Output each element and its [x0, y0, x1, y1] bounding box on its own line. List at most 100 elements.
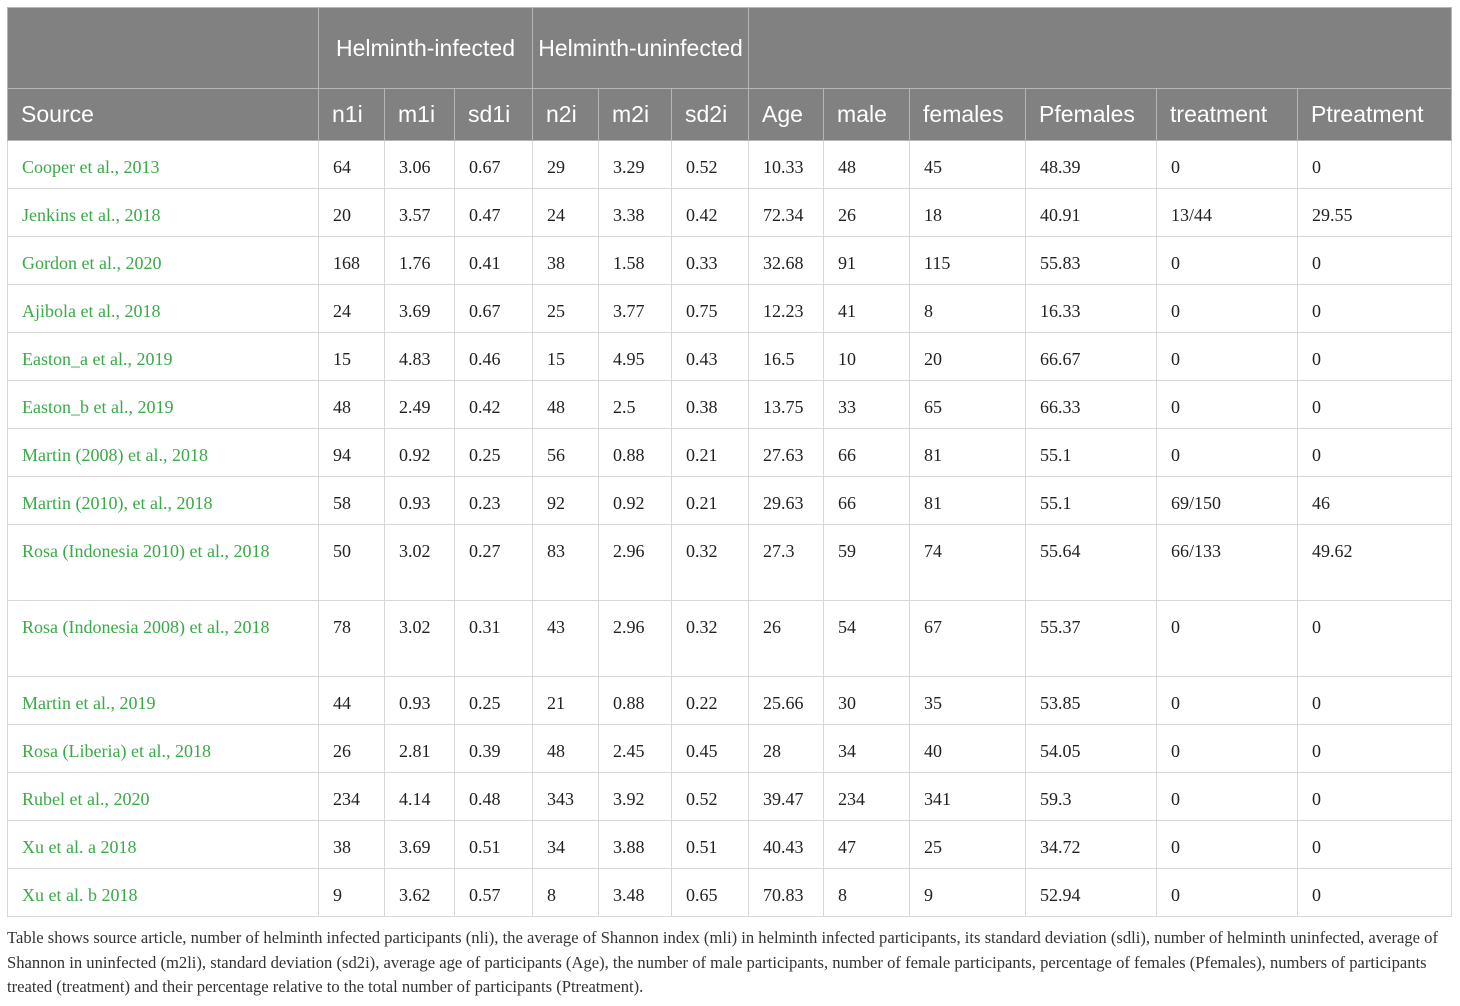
cell-age: 32.68 [748, 236, 825, 285]
cell-m2i: 2.96 [598, 524, 673, 601]
data-table: Helminth-infected Helminth-uninfected So… [7, 7, 1453, 917]
cell-pfemales: 55.1 [1025, 428, 1158, 477]
source-link[interactable]: Martin et al., 2019 [7, 676, 319, 725]
source-link[interactable]: Rosa (Indonesia 2010) et al., 2018 [7, 524, 319, 601]
source-link[interactable]: Easton_a et al., 2019 [7, 332, 319, 381]
cell-ptreatment: 0 [1297, 428, 1453, 477]
group-header-uninfected: Helminth-uninfected [532, 7, 750, 89]
cell-pfemales: 53.85 [1025, 676, 1158, 725]
cell-m2i: 3.88 [598, 820, 673, 869]
column-header-row: Source n1i m1i sd1i n2i m2i sd2i Age male females… [7, 88, 1453, 141]
cell-n1i: 44 [318, 676, 385, 725]
source-link[interactable]: Martin (2008) et al., 2018 [7, 428, 319, 477]
cell-n1i: 26 [318, 724, 385, 773]
cell-sd1i: 0.25 [453, 428, 534, 477]
cell-treatment: 0 [1156, 332, 1299, 381]
cell-females: 8 [909, 284, 1027, 333]
table-row: Martin (2008) et al., 2018 94 0.92 0.25 56 0.… [7, 428, 1453, 477]
cell-ptreatment: 46 [1297, 476, 1453, 525]
cell-age: 13.75 [748, 380, 825, 429]
cell-m1i: 2.81 [384, 724, 455, 773]
cell-age: 29.63 [748, 476, 825, 525]
source-link[interactable]: Xu et al. b 2018 [7, 868, 319, 917]
cell-treatment: 69/150 [1156, 476, 1299, 525]
source-link[interactable]: Gordon et al., 2020 [7, 236, 319, 285]
column-header-source: Source [7, 88, 319, 141]
cell-n1i: 64 [318, 140, 385, 189]
cell-treatment: 0 [1156, 140, 1299, 189]
cell-treatment: 0 [1156, 236, 1299, 285]
source-link[interactable]: Rubel et al., 2020 [7, 772, 319, 821]
table-row: Martin et al., 2019 44 0.93 0.25 21 0.88 0.22 2… [7, 676, 1453, 725]
cell-n2i: 34 [532, 820, 600, 869]
cell-pfemales: 34.72 [1025, 820, 1158, 869]
cell-m1i: 0.93 [384, 676, 455, 725]
cell-m1i: 3.02 [384, 524, 455, 601]
cell-male: 26 [823, 188, 911, 237]
cell-n2i: 343 [532, 772, 600, 821]
cell-sd2i: 0.43 [671, 332, 750, 381]
table-row: Martin (2010), et al., 2018 58 0.93 0.23 92 0… [7, 476, 1453, 525]
cell-m2i: 3.77 [598, 284, 673, 333]
cell-treatment: 0 [1156, 868, 1299, 917]
table-row: Rubel et al., 2020 234 4.14 0.48 343 3.92 0.52… [7, 772, 1453, 821]
cell-sd2i: 0.52 [671, 772, 750, 821]
cell-age: 26 [748, 600, 825, 677]
cell-ptreatment: 0 [1297, 380, 1453, 429]
source-link[interactable]: Easton_b et al., 2019 [7, 380, 319, 429]
cell-females: 74 [909, 524, 1027, 601]
cell-age: 25.66 [748, 676, 825, 725]
cell-sd2i: 0.21 [671, 428, 750, 477]
cell-n2i: 29 [532, 140, 600, 189]
cell-m2i: 3.38 [598, 188, 673, 237]
cell-females: 9 [909, 868, 1027, 917]
cell-m2i: 0.88 [598, 428, 673, 477]
cell-sd2i: 0.65 [671, 868, 750, 917]
source-link[interactable]: Jenkins et al., 2018 [7, 188, 319, 237]
cell-n1i: 94 [318, 428, 385, 477]
cell-m1i: 0.93 [384, 476, 455, 525]
cell-m1i: 1.76 [384, 236, 455, 285]
cell-pfemales: 54.05 [1025, 724, 1158, 773]
cell-n1i: 24 [318, 284, 385, 333]
cell-sd2i: 0.38 [671, 380, 750, 429]
table-row: Jenkins et al., 2018 20 3.57 0.47 24 3.38 0.42… [7, 188, 1453, 237]
cell-ptreatment: 29.55 [1297, 188, 1453, 237]
source-link[interactable]: Ajibola et al., 2018 [7, 284, 319, 333]
column-header-sd1i: sd1i [453, 88, 534, 141]
cell-m2i: 3.92 [598, 772, 673, 821]
cell-n2i: 24 [532, 188, 600, 237]
source-link[interactable]: Rosa (Indonesia 2008) et al., 2018 [7, 600, 319, 677]
cell-male: 66 [823, 428, 911, 477]
cell-pfemales: 55.83 [1025, 236, 1158, 285]
cell-pfemales: 59.3 [1025, 772, 1158, 821]
cell-sd2i: 0.75 [671, 284, 750, 333]
source-link[interactable]: Cooper et al., 2013 [7, 140, 319, 189]
cell-age: 27.63 [748, 428, 825, 477]
cell-treatment: 0 [1156, 676, 1299, 725]
cell-age: 40.43 [748, 820, 825, 869]
cell-sd1i: 0.41 [453, 236, 534, 285]
source-link[interactable]: Martin (2010), et al., 2018 [7, 476, 319, 525]
cell-females: 341 [909, 772, 1027, 821]
column-header-age: Age [748, 88, 825, 141]
cell-sd2i: 0.52 [671, 140, 750, 189]
cell-n2i: 83 [532, 524, 600, 601]
cell-females: 65 [909, 380, 1027, 429]
cell-m1i: 4.14 [384, 772, 455, 821]
cell-ptreatment: 0 [1297, 820, 1453, 869]
cell-m2i: 0.92 [598, 476, 673, 525]
cell-females: 35 [909, 676, 1027, 725]
cell-sd2i: 0.22 [671, 676, 750, 725]
source-link[interactable]: Xu et al. a 2018 [7, 820, 319, 869]
cell-m1i: 0.92 [384, 428, 455, 477]
source-link[interactable]: Rosa (Liberia) et al., 2018 [7, 724, 319, 773]
cell-females: 67 [909, 600, 1027, 677]
cell-n2i: 43 [532, 600, 600, 677]
cell-pfemales: 48.39 [1025, 140, 1158, 189]
table-row: Rosa (Indonesia 2008) et al., 2018 78 3.02… [7, 600, 1453, 677]
cell-age: 72.34 [748, 188, 825, 237]
cell-sd1i: 0.23 [453, 476, 534, 525]
cell-females: 81 [909, 428, 1027, 477]
cell-sd2i: 0.51 [671, 820, 750, 869]
